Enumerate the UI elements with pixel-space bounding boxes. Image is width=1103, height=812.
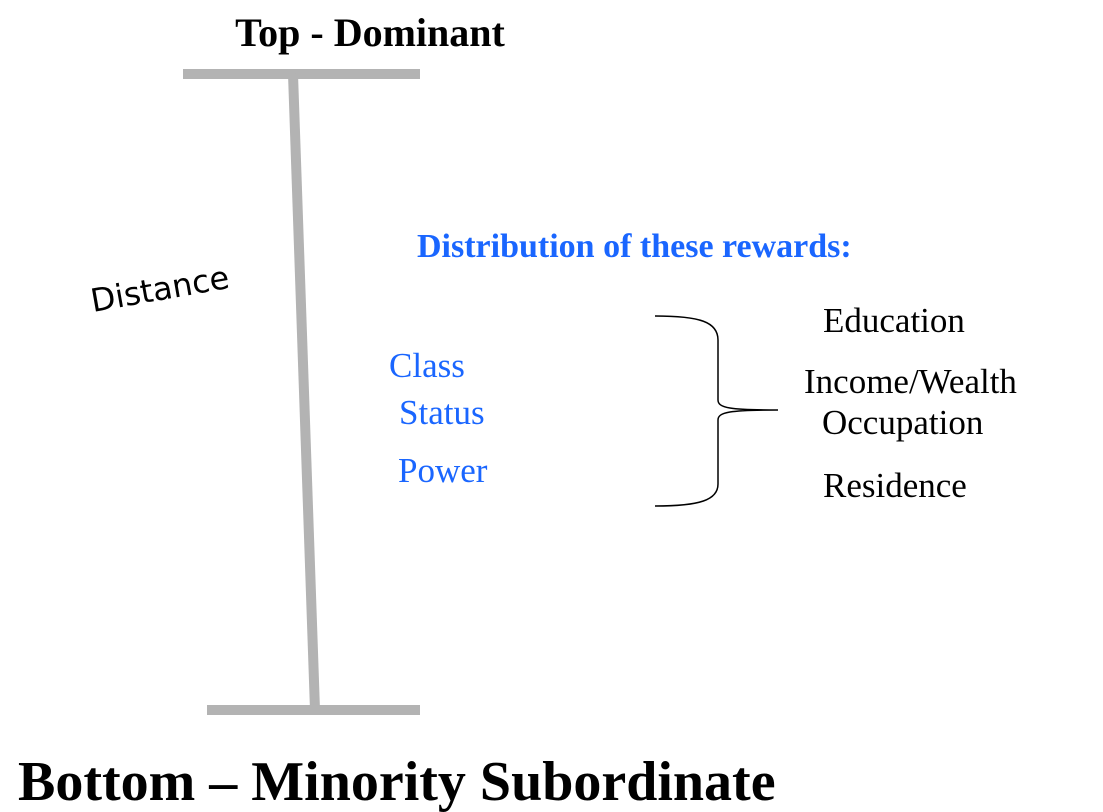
scale-line (288, 73, 320, 711)
top-label: Top - Dominant (235, 10, 505, 55)
axis-label: Distance (88, 258, 232, 320)
dimension: Power (398, 451, 488, 490)
reward: Residence (823, 466, 967, 505)
reward: Occupation (822, 403, 983, 442)
dimension: Status (399, 393, 485, 432)
reward: Education (823, 301, 965, 340)
dimension: Class (389, 346, 465, 385)
rewards-title: Distribution of these rewards: (417, 228, 852, 265)
bottom-label: Bottom – Minority Subordinate (18, 751, 776, 812)
brace (654, 315, 779, 507)
reward: Income/Wealth (804, 362, 1017, 401)
